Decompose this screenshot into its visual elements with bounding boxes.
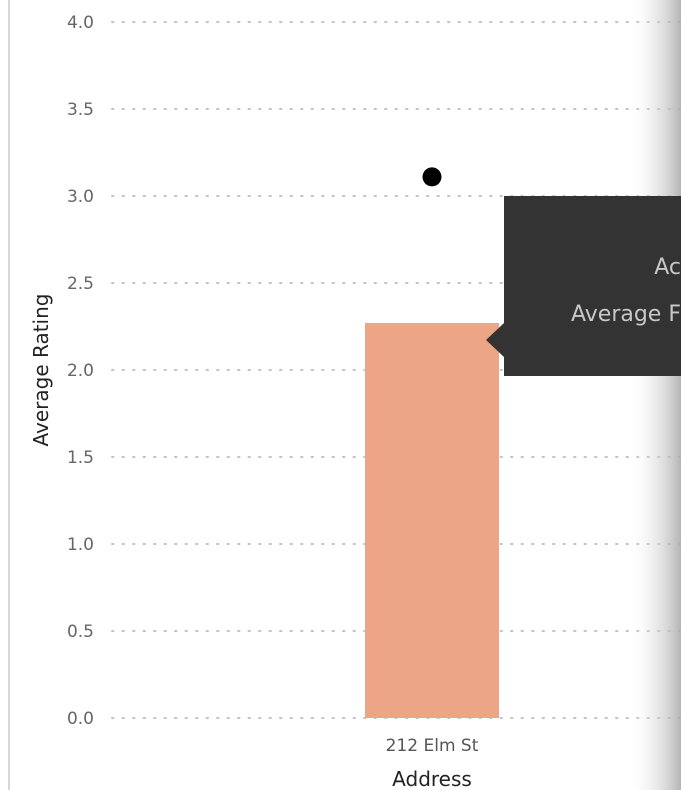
y-axis-title: Average Rating <box>29 294 53 447</box>
y-tick-label: 4.0 <box>67 13 94 33</box>
y-tick-label: 1.0 <box>67 535 94 555</box>
y-tick-label: 0.5 <box>67 622 94 642</box>
bar[interactable] <box>365 323 499 718</box>
y-axis-ticks: 0.0 0.5 1.0 1.5 2.0 2.5 3.0 3.5 4.0 <box>67 13 94 729</box>
marker-point[interactable] <box>422 167 442 187</box>
y-tick-label: 1.5 <box>67 448 94 468</box>
y-tick-label: 3.5 <box>67 100 94 120</box>
x-category-label: 212 Elm St <box>386 736 479 756</box>
y-tick-label: 2.5 <box>67 274 94 294</box>
bars <box>365 323 499 718</box>
tooltip-box <box>504 196 681 376</box>
x-axis-title: Address <box>392 767 472 790</box>
y-tick-label: 0.0 <box>67 709 94 729</box>
y-tick-label: 2.0 <box>67 361 94 381</box>
panel-edge-shadow <box>628 0 681 790</box>
tooltip-pointer <box>486 323 504 357</box>
y-tick-label: 3.0 <box>67 187 94 207</box>
tooltip-line-1: Ac <box>654 255 681 280</box>
x-axis-categories: 212 Elm St <box>386 736 479 756</box>
tooltip-line-2: Average F <box>571 302 681 327</box>
markers <box>422 167 442 187</box>
tooltip: Ac Average F <box>486 196 681 376</box>
